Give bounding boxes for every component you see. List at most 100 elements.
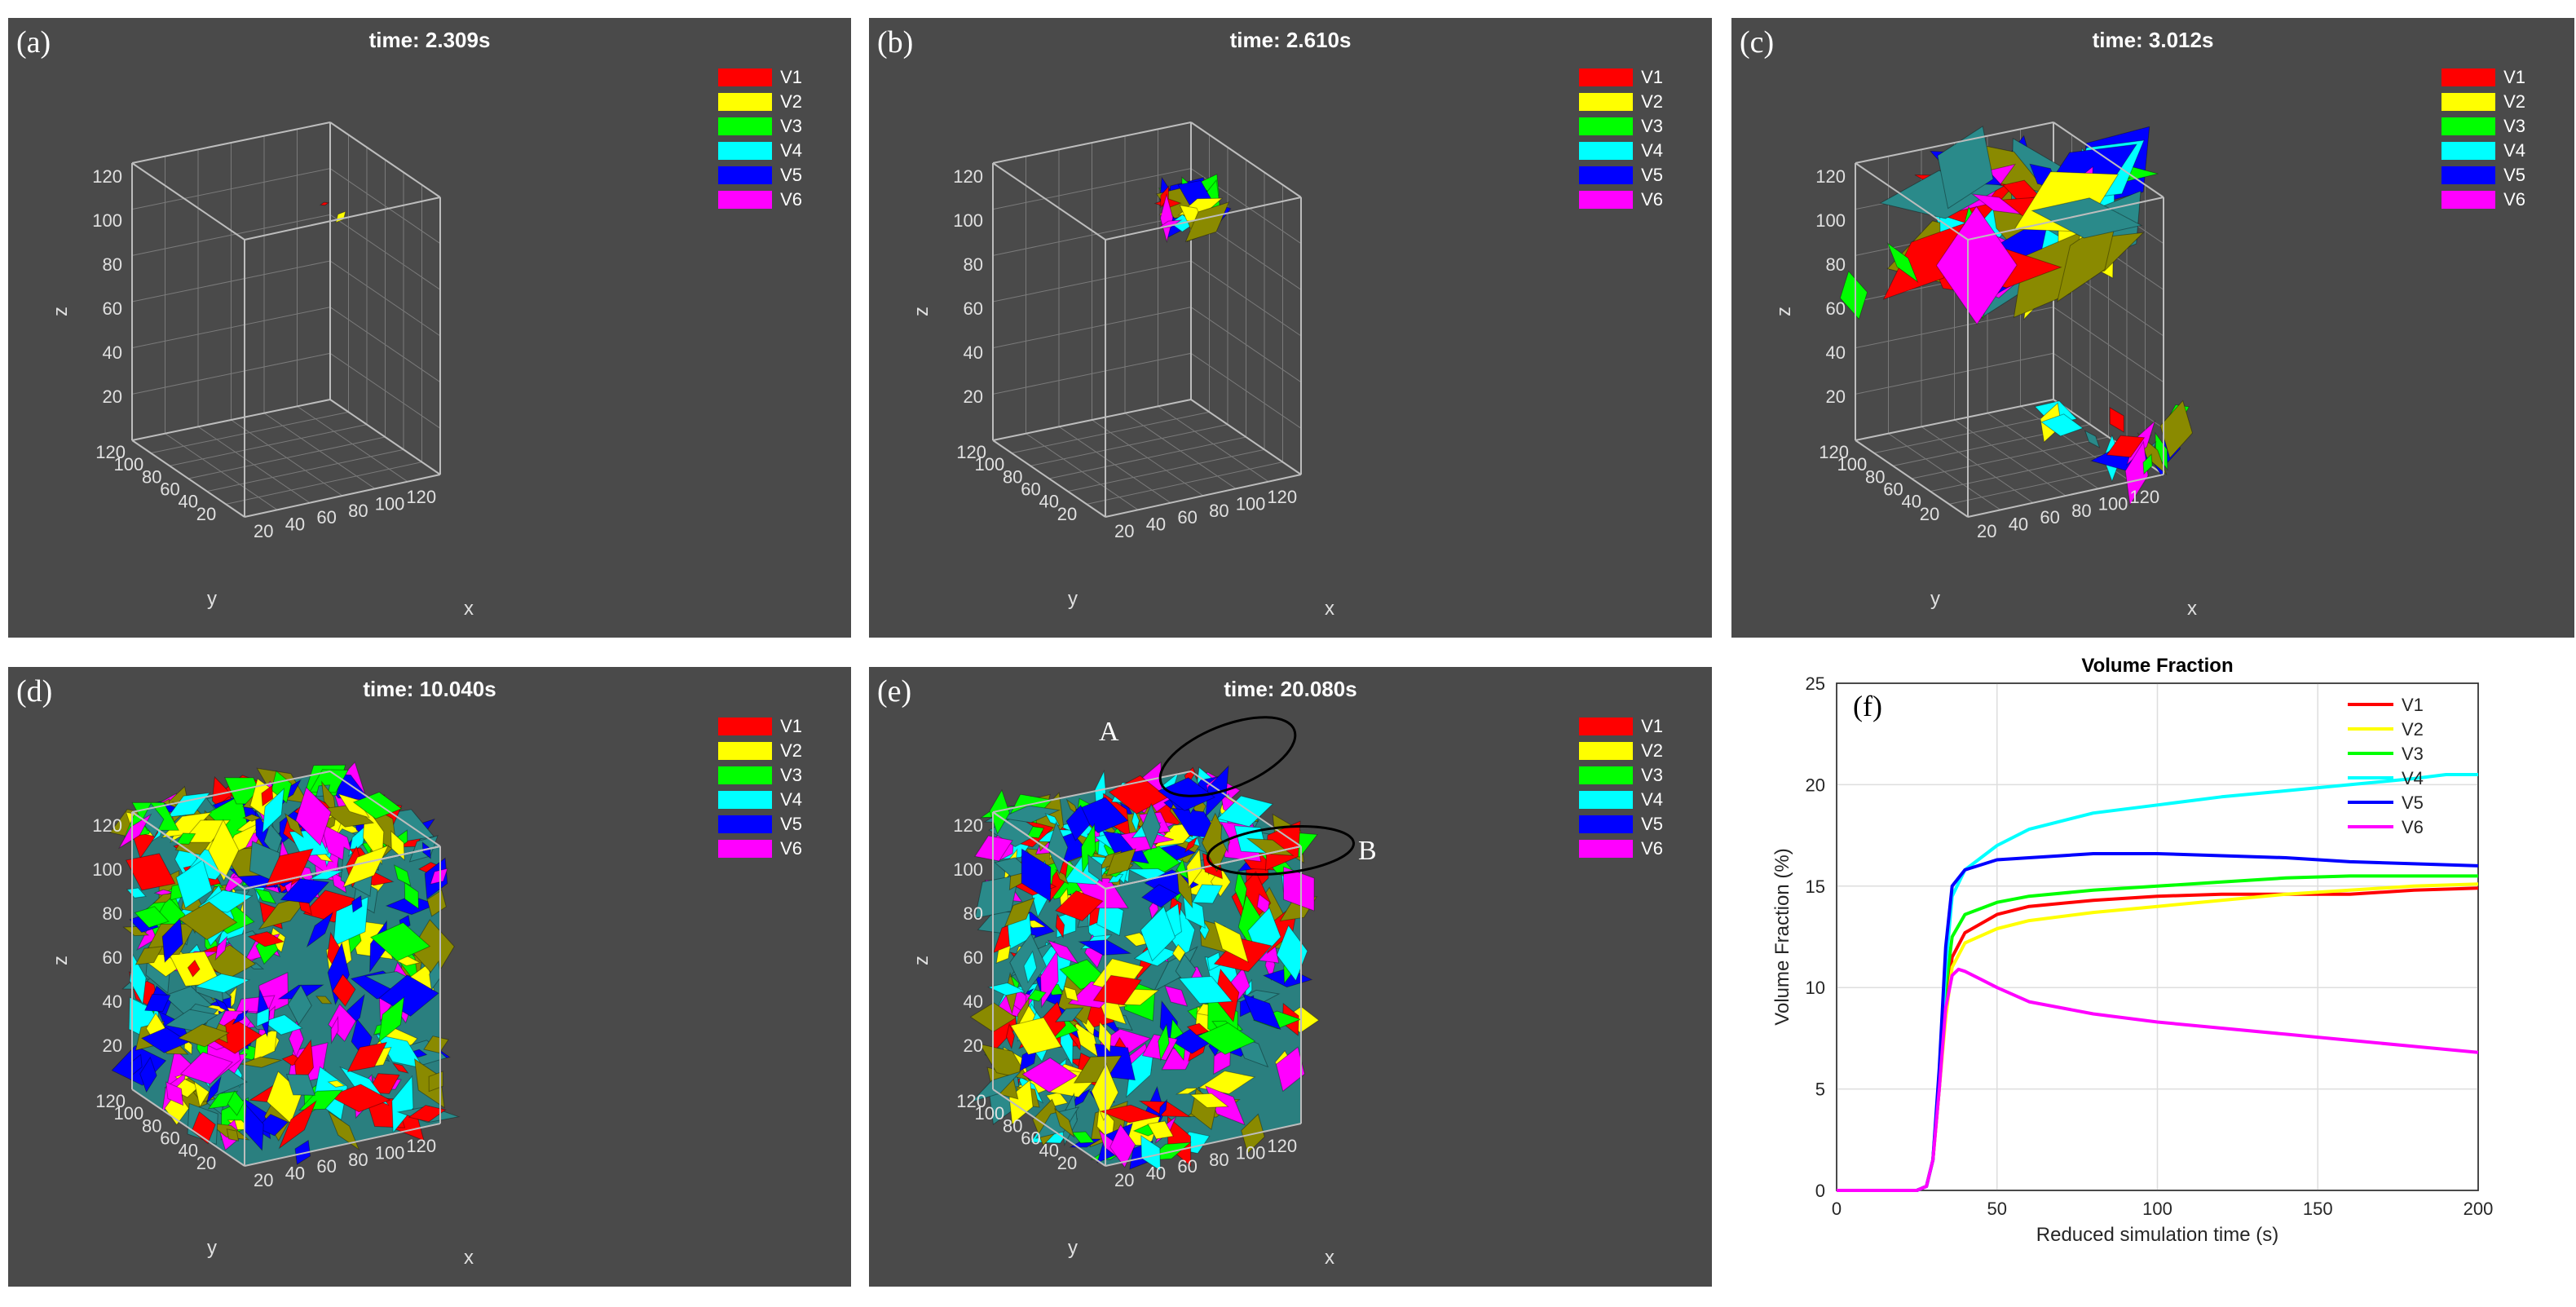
panel-c: (c) time: 3.012s 20 40 60 80 100 120 z 120 100 80 60… <box>1731 18 2574 638</box>
legend-label: V2 <box>2503 91 2525 112</box>
grain <box>393 864 412 887</box>
x-tick-label: 120 <box>406 1136 436 1156</box>
grain <box>1054 1007 1084 1022</box>
grain <box>327 1110 360 1151</box>
grain <box>278 1099 317 1150</box>
grain <box>342 845 390 888</box>
cube-edge <box>131 121 331 164</box>
grain <box>239 1056 283 1068</box>
x-axis-label: x <box>1325 1247 1334 1269</box>
grain <box>346 1041 388 1073</box>
legend-item: V4 <box>1579 139 1663 163</box>
cube-edge <box>1855 399 2054 441</box>
time-label: time: 3.012s <box>2092 28 2214 52</box>
grain <box>970 1071 1022 1103</box>
y-tick-label: 60 <box>160 479 179 499</box>
legend-item: V6 <box>2441 188 2525 212</box>
grain <box>2106 435 2146 458</box>
grid-line <box>131 260 441 337</box>
grain-structure <box>1153 173 1232 244</box>
legend-label: V3 <box>1641 116 1663 136</box>
grain <box>1275 1046 1305 1093</box>
grain <box>194 973 251 994</box>
legend-label: V2 <box>1641 91 1663 112</box>
x-tick-label: 0 <box>1832 1199 1842 1219</box>
legend-label: V1 <box>1641 67 1663 87</box>
legend-label: V2 <box>1641 740 1663 761</box>
grain <box>1141 802 1161 851</box>
legend-item: V2 <box>2441 90 2525 114</box>
z-tick-label: 100 <box>92 210 122 231</box>
grain <box>1023 950 1038 984</box>
legend-item: V5 <box>718 812 802 837</box>
grain <box>421 841 431 859</box>
grain <box>285 1074 315 1096</box>
x-axis-label: x <box>464 598 474 620</box>
legend-label: V2 <box>2402 719 2424 740</box>
grain-structure <box>109 761 461 1166</box>
z-tick-label: 40 <box>1826 342 1846 363</box>
cube-edge <box>329 771 441 847</box>
grain <box>378 996 405 1043</box>
x-tick-label: 40 <box>1146 514 1166 535</box>
legend-swatch <box>2441 142 2496 160</box>
z-tick-label: 60 <box>103 947 122 968</box>
grain <box>1005 1022 1015 1050</box>
grid-line <box>1092 419 1204 497</box>
grain <box>1184 836 1198 854</box>
grid-line <box>1930 448 2128 492</box>
y-tick-label: 15 <box>1806 876 1825 897</box>
x-tick-label: 20 <box>1977 521 1996 541</box>
z-tick-label: 60 <box>1826 298 1846 319</box>
x-axis-label: Reduced simulation time (s) <box>2036 1224 2278 1246</box>
legend-swatch <box>2441 166 2496 184</box>
grain <box>1216 795 1274 828</box>
grain <box>2040 413 2084 437</box>
legend-swatch <box>2441 117 2496 135</box>
x-axis-label: x <box>2187 598 2197 620</box>
grid-line <box>263 413 376 489</box>
y-tick-label: 80 <box>1003 1115 1022 1136</box>
legend-swatch <box>718 766 773 784</box>
z-tick-label: 20 <box>964 386 983 407</box>
y-tick-label: 60 <box>160 1128 179 1148</box>
grain <box>1276 925 1308 982</box>
y-tick-label: 80 <box>142 1115 161 1136</box>
legend-label: V3 <box>2402 744 2424 764</box>
legend-item: V2 <box>718 90 802 114</box>
grain <box>175 832 196 845</box>
z-tick-label: 40 <box>103 991 122 1012</box>
grain <box>1099 1104 1162 1124</box>
z-tick-label: 120 <box>953 815 983 836</box>
cube-edge <box>329 399 441 475</box>
legend-swatch <box>1579 166 1634 184</box>
x-tick-label: 100 <box>375 493 405 514</box>
grain <box>261 784 274 807</box>
cube-edge <box>1190 121 1302 198</box>
grain <box>1175 1087 1200 1095</box>
z-tick-label: 80 <box>1826 254 1846 275</box>
cube-edge <box>131 1088 245 1167</box>
grain <box>256 1007 270 1027</box>
grain <box>227 1090 245 1116</box>
y-axis-label: y <box>207 1237 217 1259</box>
grain <box>262 787 285 834</box>
legend-item: V4 <box>1579 788 1663 812</box>
x-axis-label: x <box>1325 598 1334 620</box>
grain <box>179 1051 234 1085</box>
x-tick-label: 20 <box>254 1170 273 1190</box>
grain <box>335 210 346 223</box>
cube-edge <box>992 811 1106 890</box>
y-tick-label: 5 <box>1815 1080 1825 1100</box>
y-tick-label: 100 <box>975 454 1005 475</box>
grain <box>1087 854 1103 883</box>
legend: V1 V2 V3 V4 V5 V6 <box>718 714 802 861</box>
legend-swatch <box>2441 68 2496 86</box>
grain <box>256 1114 289 1137</box>
legend-swatch <box>1579 766 1634 784</box>
grain <box>1034 1106 1080 1139</box>
legend-item: V6 <box>718 837 802 861</box>
grain <box>280 878 330 904</box>
grain <box>207 1090 239 1110</box>
